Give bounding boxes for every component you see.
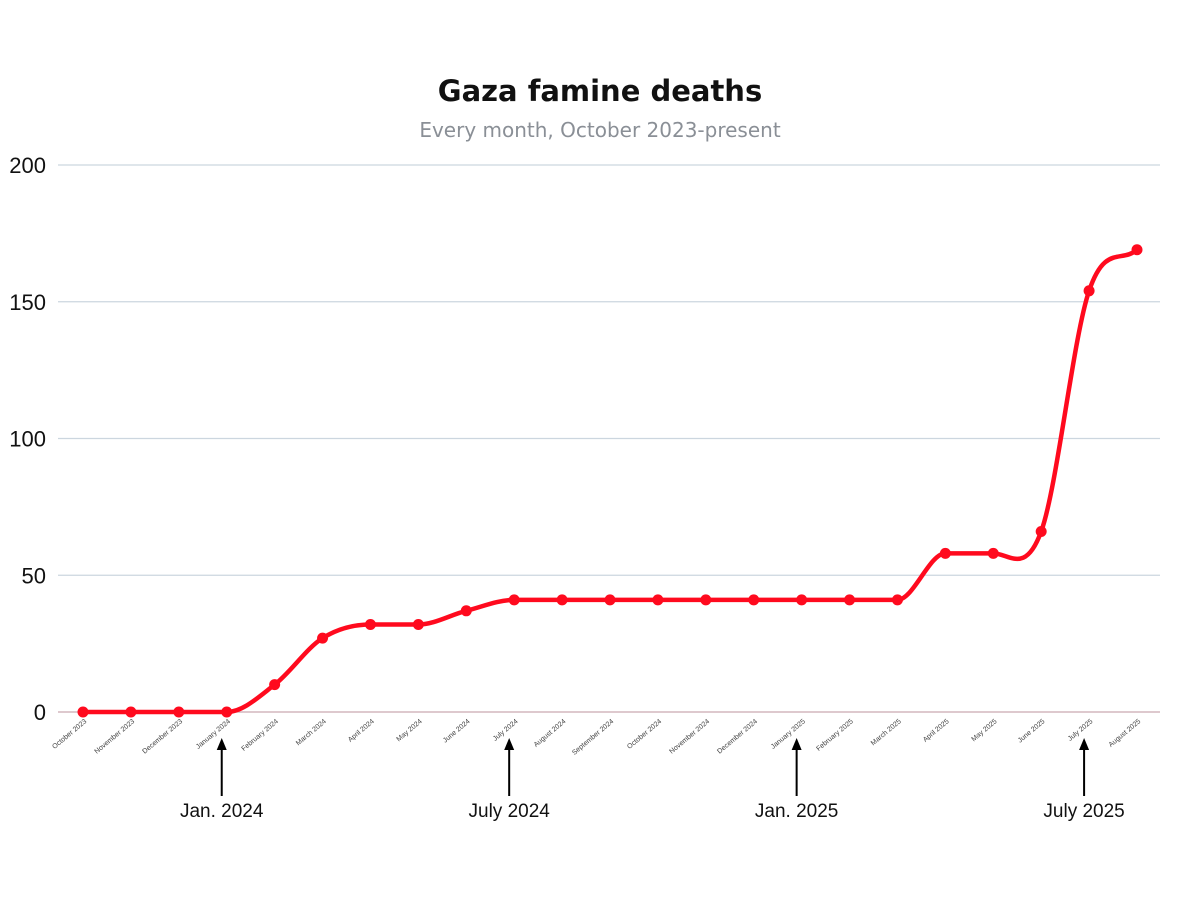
data-point <box>796 594 808 606</box>
data-point <box>604 594 616 606</box>
data-point <box>221 706 233 718</box>
data-point <box>939 547 951 559</box>
x-tick-label: January 2024 <box>195 718 232 751</box>
x-tick-label: November 2023 <box>94 718 137 755</box>
annotation-label: Jan. 2024 <box>180 801 264 822</box>
x-tick-label: October 2023 <box>51 718 88 751</box>
annotations: Jan. 2024 July 2024 Jan. 2025 July 2025 <box>180 738 1125 822</box>
data-point <box>77 706 89 718</box>
y-tick-label: 100 <box>9 427 46 452</box>
x-tick-label: June 2025 <box>1017 718 1047 744</box>
x-tick-label: July 2024 <box>492 718 520 743</box>
data-point <box>700 594 712 606</box>
arrow-head-icon <box>1079 738 1090 750</box>
x-tick-label: February 2024 <box>241 718 280 753</box>
data-point <box>173 706 185 718</box>
y-tick-label: 200 <box>9 153 46 178</box>
annotation-label: Jan. 2025 <box>755 801 838 822</box>
series-line <box>83 247 1139 715</box>
data-point <box>891 594 903 606</box>
arrow-head-icon <box>791 738 802 750</box>
x-tick-label: April 2025 <box>922 718 951 744</box>
y-tick-label: 50 <box>22 563 46 588</box>
data-point <box>556 594 568 606</box>
data-point <box>748 594 760 606</box>
data-point <box>844 594 856 606</box>
x-tick-label: April 2024 <box>347 718 376 744</box>
arrow-head-icon <box>216 738 227 750</box>
annotation-label: July 2024 <box>469 801 551 822</box>
x-tick-label: December 2023 <box>141 718 184 755</box>
data-point <box>1131 244 1143 256</box>
arrow-head-icon <box>504 738 515 750</box>
x-tick-label: January 2025 <box>770 718 807 751</box>
chart-subtitle: Every month, October 2023-present <box>419 118 781 142</box>
data-point <box>987 547 999 559</box>
x-tick-label: September 2024 <box>571 718 615 757</box>
annotation-label: July 2025 <box>1043 801 1124 822</box>
gridlines <box>58 164 1160 713</box>
x-tick-label: June 2024 <box>442 718 472 744</box>
x-tick-label: August 2025 <box>1108 718 1143 749</box>
x-tick-label: March 2025 <box>870 718 903 747</box>
x-tick-label: March 2024 <box>295 718 328 747</box>
y-tick-label: 150 <box>9 290 46 315</box>
data-point <box>1083 285 1095 297</box>
x-tick-label: December 2024 <box>716 718 759 755</box>
data-point <box>269 679 281 691</box>
chart-title: Gaza famine deaths <box>438 74 762 108</box>
x-tick-label: August 2024 <box>533 718 568 749</box>
x-tick-label: November 2024 <box>668 718 711 755</box>
data-point <box>364 618 376 630</box>
data-point <box>1035 525 1047 537</box>
x-tick-label: July 2025 <box>1067 718 1095 743</box>
x-tick-label: February 2025 <box>815 718 854 753</box>
y-tick-label: 0 <box>34 700 46 725</box>
x-tick-label: May 2025 <box>971 718 999 743</box>
y-axis: 0 50 100 150 200 <box>9 153 46 725</box>
x-tick-label: October 2024 <box>626 718 663 751</box>
data-point <box>125 706 137 718</box>
data-points <box>77 244 1143 718</box>
data-point <box>412 618 424 630</box>
data-point <box>460 605 472 617</box>
data-point <box>652 594 664 606</box>
x-axis: October 2023 November 2023 December 2023 Ja… <box>51 718 1142 757</box>
data-point <box>317 632 329 644</box>
x-tick-label: May 2024 <box>396 718 424 743</box>
data-point <box>508 594 520 606</box>
series-line-path <box>83 247 1139 715</box>
